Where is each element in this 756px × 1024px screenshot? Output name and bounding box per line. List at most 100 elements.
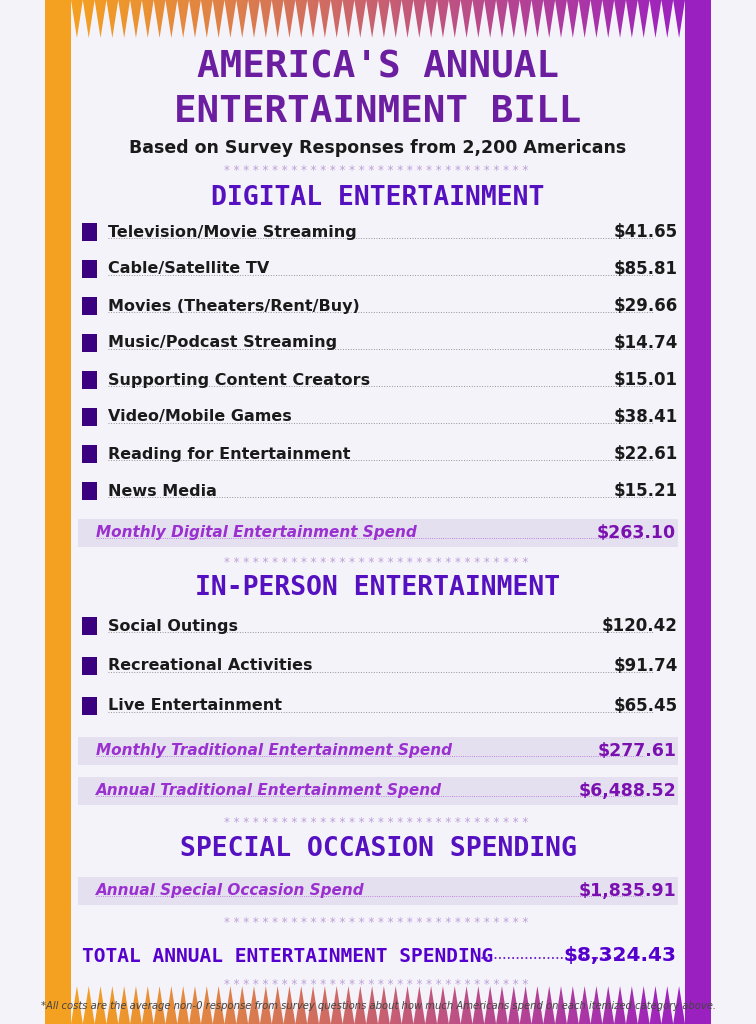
Bar — [231, 0, 234, 38]
Text: DIGITAL ENTERTAINMENT: DIGITAL ENTERTAINMENT — [212, 185, 544, 211]
Bar — [178, 0, 182, 38]
Bar — [234, 986, 237, 1024]
Bar — [169, 986, 173, 1024]
Text: $22.61: $22.61 — [614, 445, 678, 463]
Bar — [111, 0, 115, 38]
Bar — [547, 0, 551, 38]
Bar — [387, 986, 391, 1024]
Bar — [82, 297, 98, 315]
Bar — [160, 0, 164, 38]
Bar — [102, 0, 106, 38]
Bar — [366, 986, 370, 1024]
Bar — [172, 986, 176, 1024]
Text: Television/Movie Streaming: Television/Movie Streaming — [108, 224, 357, 240]
Bar — [225, 0, 228, 38]
Bar — [673, 986, 677, 1024]
Text: $29.66: $29.66 — [614, 297, 678, 315]
Bar — [357, 986, 361, 1024]
Bar — [645, 986, 649, 1024]
Bar — [45, 0, 71, 1024]
Bar — [590, 986, 593, 1024]
Bar — [409, 0, 413, 38]
Bar — [581, 986, 584, 1024]
Bar — [141, 986, 146, 1024]
Bar — [126, 0, 130, 38]
Bar — [215, 0, 219, 38]
Bar — [283, 986, 287, 1024]
Bar — [473, 0, 477, 38]
Bar — [147, 0, 152, 38]
Bar — [357, 0, 361, 38]
Bar — [497, 0, 502, 38]
Bar — [648, 0, 652, 38]
Bar — [621, 986, 624, 1024]
Bar — [436, 986, 440, 1024]
Bar — [464, 986, 468, 1024]
Bar — [482, 986, 486, 1024]
Bar — [599, 0, 603, 38]
Bar — [685, 0, 711, 1024]
Bar — [399, 0, 404, 38]
Bar — [639, 0, 643, 38]
Bar — [455, 986, 459, 1024]
Bar — [412, 986, 416, 1024]
Bar — [286, 0, 290, 38]
Bar — [126, 986, 130, 1024]
Bar — [347, 0, 352, 38]
Bar — [375, 0, 379, 38]
Text: IN-PERSON ENTERTAINMENT: IN-PERSON ENTERTAINMENT — [196, 575, 560, 601]
Bar — [470, 0, 474, 38]
Bar — [534, 986, 538, 1024]
Text: $41.65: $41.65 — [614, 223, 678, 241]
Bar — [117, 0, 121, 38]
Bar — [82, 482, 98, 500]
Bar — [599, 986, 603, 1024]
Bar — [89, 0, 94, 38]
Bar — [372, 986, 376, 1024]
Bar — [679, 986, 683, 1024]
Bar — [378, 986, 382, 1024]
Bar — [654, 0, 658, 38]
Bar — [541, 986, 544, 1024]
Bar — [424, 0, 428, 38]
Text: Supporting Content Creators: Supporting Content Creators — [108, 373, 370, 387]
Text: Recreational Activities: Recreational Activities — [108, 658, 312, 674]
Bar — [231, 986, 234, 1024]
Bar — [528, 0, 532, 38]
Bar — [335, 986, 339, 1024]
Bar — [433, 0, 437, 38]
Bar — [366, 0, 370, 38]
Bar — [581, 0, 584, 38]
Bar — [256, 986, 259, 1024]
Bar — [191, 986, 195, 1024]
Bar — [442, 986, 447, 1024]
Bar — [253, 986, 256, 1024]
Bar — [301, 986, 305, 1024]
Bar — [439, 986, 443, 1024]
Bar — [246, 0, 250, 38]
Bar — [350, 986, 355, 1024]
Bar — [203, 0, 207, 38]
Bar — [268, 986, 271, 1024]
Bar — [78, 877, 678, 905]
Bar — [513, 986, 517, 1024]
Bar — [396, 0, 401, 38]
Text: Video/Mobile Games: Video/Mobile Games — [108, 410, 292, 425]
Bar — [399, 986, 404, 1024]
Bar — [636, 986, 640, 1024]
Bar — [280, 986, 284, 1024]
Bar — [314, 0, 318, 38]
Bar — [553, 986, 557, 1024]
Bar — [464, 0, 468, 38]
Bar — [458, 986, 462, 1024]
Bar — [135, 0, 139, 38]
Bar — [157, 986, 161, 1024]
Bar — [491, 0, 495, 38]
Bar — [538, 0, 541, 38]
Bar — [455, 0, 459, 38]
Bar — [147, 986, 152, 1024]
Bar — [531, 0, 535, 38]
Text: $6,488.52: $6,488.52 — [578, 782, 676, 800]
Bar — [451, 986, 456, 1024]
Text: $263.10: $263.10 — [597, 524, 676, 542]
